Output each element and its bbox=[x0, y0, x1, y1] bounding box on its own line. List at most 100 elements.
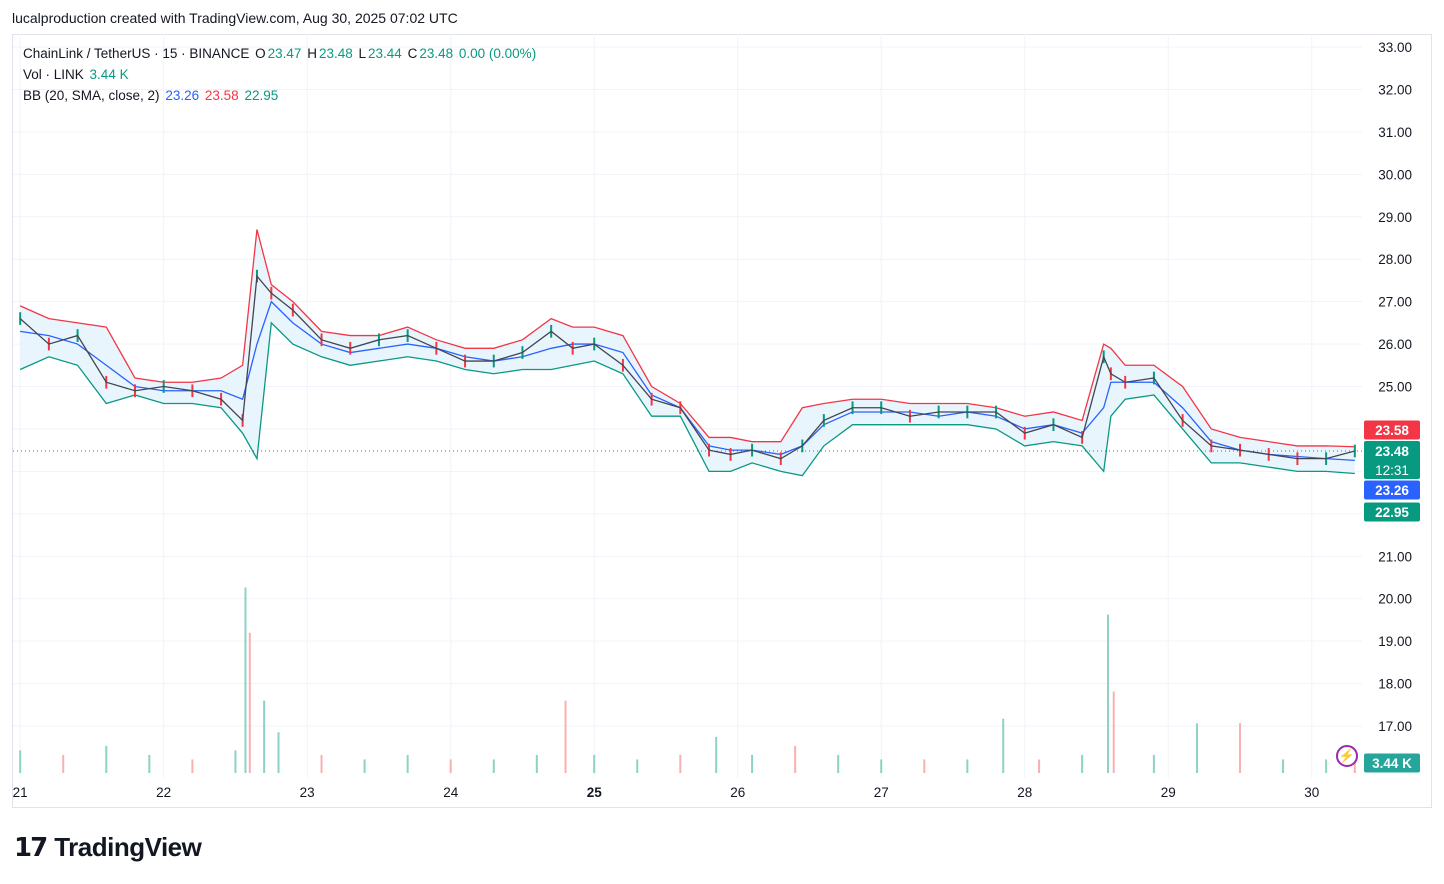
price-badge-bg bbox=[1364, 441, 1420, 479]
flash-icon[interactable]: ⚡ bbox=[1336, 745, 1358, 767]
upper-band-badge-bg bbox=[1364, 420, 1420, 440]
countdown-badge: 12:31 bbox=[1375, 463, 1409, 478]
x-tick-label: 27 bbox=[874, 785, 889, 800]
y-tick-label: 25.00 bbox=[1378, 380, 1412, 395]
volume-bar bbox=[1038, 759, 1041, 773]
volume-bar bbox=[715, 736, 718, 773]
volume-bar bbox=[320, 754, 323, 773]
volume-label[interactable]: Vol · LINK bbox=[23, 67, 84, 82]
volume-bar bbox=[1112, 691, 1115, 773]
basis-badge-bg bbox=[1364, 480, 1420, 500]
volume-bar bbox=[923, 759, 926, 773]
volume-bar bbox=[248, 632, 251, 773]
volume-bar bbox=[244, 587, 247, 773]
x-tick-label: 30 bbox=[1304, 785, 1319, 800]
y-tick-label: 17.00 bbox=[1378, 719, 1412, 734]
bb-basis-line bbox=[20, 300, 1355, 461]
volume-bar bbox=[794, 745, 797, 773]
y-tick-label: 19.00 bbox=[1378, 634, 1412, 649]
bb-label[interactable]: BB (20, SMA, close, 2) bbox=[23, 88, 160, 103]
volume-badge-bg bbox=[1364, 753, 1420, 773]
chart-attribution: lucalproduction created with TradingView… bbox=[12, 10, 458, 26]
change-value: 0.00 (0.00%) bbox=[458, 46, 537, 61]
open-value: 23.47 bbox=[267, 46, 302, 61]
y-tick-label: 18.00 bbox=[1378, 677, 1412, 692]
y-tick-label: 27.00 bbox=[1378, 295, 1412, 310]
volume-bar bbox=[679, 754, 682, 773]
volume-bar bbox=[1106, 614, 1109, 773]
chart-frame bbox=[12, 34, 1432, 808]
high-label: H bbox=[307, 46, 317, 61]
x-tick-label: 26 bbox=[730, 785, 745, 800]
bb-band-fill bbox=[20, 229, 1355, 476]
upper-band-badge: 23.58 bbox=[1375, 423, 1409, 438]
y-tick-label: 28.00 bbox=[1378, 252, 1412, 267]
volume-bar bbox=[1081, 754, 1084, 773]
volume-bar bbox=[191, 759, 194, 773]
x-tick-label: 25 bbox=[587, 785, 603, 800]
close-value: 23.48 bbox=[419, 46, 454, 61]
bb-mid-value: 23.26 bbox=[165, 88, 200, 103]
volume-bar bbox=[263, 700, 266, 773]
volume-bar bbox=[62, 754, 65, 773]
bb-legend: BB (20, SMA, close, 2) 23.26 23.58 22.95 bbox=[23, 88, 280, 103]
y-tick-label: 26.00 bbox=[1378, 337, 1412, 352]
tv-logo-wordmark: TradingView bbox=[54, 832, 202, 862]
price-badge: 23.48 bbox=[1375, 444, 1409, 459]
bb-upper-line bbox=[19, 229, 1355, 448]
volume-bar bbox=[1239, 723, 1242, 773]
tradingview-logo[interactable]: 17 TradingView bbox=[14, 832, 202, 863]
volume-bar bbox=[593, 754, 596, 773]
volume-bar bbox=[535, 754, 538, 773]
volume-bar bbox=[1152, 754, 1155, 773]
volume-bar bbox=[148, 754, 151, 773]
volume-bar bbox=[880, 759, 883, 773]
volume-bar bbox=[449, 759, 452, 773]
volume-bar bbox=[105, 745, 108, 773]
bb-lower-line bbox=[19, 321, 1355, 477]
volume-bar bbox=[1002, 718, 1005, 773]
y-tick-label: 32.00 bbox=[1378, 82, 1412, 97]
volume-bar bbox=[966, 759, 969, 773]
x-tick-label: 23 bbox=[300, 785, 315, 800]
close-price-line bbox=[19, 274, 1355, 460]
volume-bar bbox=[492, 759, 495, 773]
bb-upper-value: 23.58 bbox=[204, 88, 239, 103]
lower-band-badge: 22.95 bbox=[1375, 505, 1409, 520]
volume-legend: Vol · LINK 3.44 K bbox=[23, 67, 131, 82]
volume-bar bbox=[277, 732, 280, 773]
volume-bar bbox=[406, 754, 409, 773]
volume-bar bbox=[1282, 759, 1285, 773]
close-label: C bbox=[407, 46, 418, 61]
lower-band-badge-bg bbox=[1364, 502, 1420, 522]
volume-bar bbox=[19, 750, 22, 773]
y-tick-label: 29.00 bbox=[1378, 210, 1412, 225]
volume-bar bbox=[1195, 723, 1198, 773]
volume-bar bbox=[636, 759, 639, 773]
y-tick-label: 31.00 bbox=[1378, 125, 1412, 140]
volume-bar bbox=[837, 754, 840, 773]
open-label: O bbox=[255, 46, 266, 61]
low-value: 23.44 bbox=[368, 46, 402, 61]
x-tick-label: 24 bbox=[443, 785, 459, 800]
volume-bar bbox=[1325, 759, 1328, 773]
volume-badge: 3.44 K bbox=[1372, 756, 1412, 771]
volume-bar bbox=[1353, 759, 1356, 773]
volume-bar bbox=[234, 750, 237, 773]
x-tick-label: 22 bbox=[156, 785, 171, 800]
y-tick-label: 33.00 bbox=[1378, 40, 1412, 55]
tv-logo-mark-icon: 17 bbox=[14, 832, 48, 863]
high-value: 23.48 bbox=[318, 46, 353, 61]
bb-lower-value: 22.95 bbox=[244, 88, 279, 103]
y-tick-label: 30.00 bbox=[1378, 167, 1412, 182]
y-tick-label: 20.00 bbox=[1378, 592, 1412, 607]
volume-value: 3.44 K bbox=[89, 67, 129, 82]
low-label: L bbox=[358, 46, 367, 61]
ohlc-legend: ChainLink / TetherUS · 15 · BINANCE O 23.… bbox=[23, 46, 538, 61]
symbol-label[interactable]: ChainLink / TetherUS · 15 · BINANCE bbox=[23, 46, 250, 61]
basis-badge: 23.26 bbox=[1375, 483, 1409, 498]
volume-bar bbox=[363, 759, 366, 773]
volume-bar bbox=[751, 754, 754, 773]
x-tick-label: 28 bbox=[1017, 785, 1032, 800]
